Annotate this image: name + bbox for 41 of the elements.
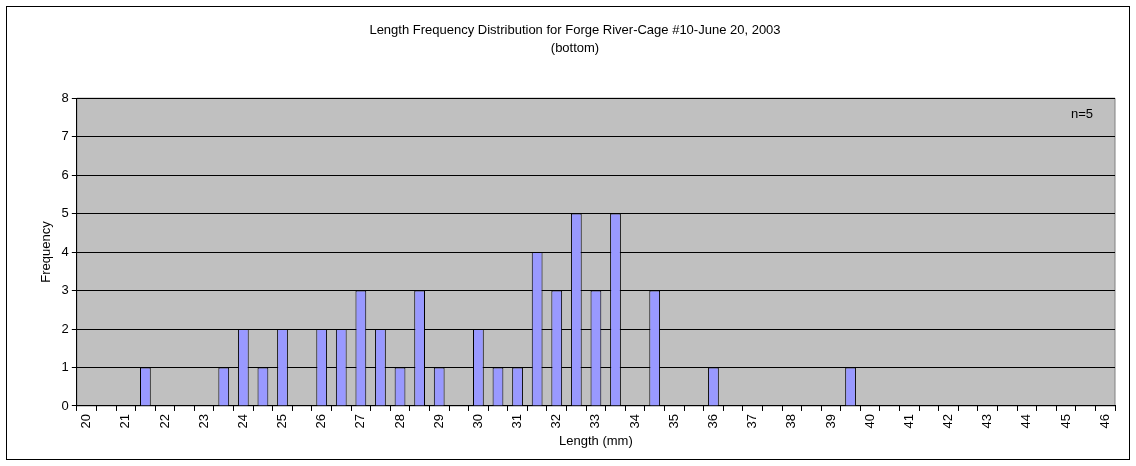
chart-title: Length Frequency Distribution for Forge River-Cage #10-June 20, 2003	[369, 22, 781, 38]
y-axis-title: Frequency	[38, 220, 54, 283]
x-tick-label: 35	[665, 413, 681, 429]
x-tick-label: 46	[1096, 413, 1112, 429]
x-tick-label: 41	[900, 413, 916, 429]
x-tick-label: 24	[234, 413, 250, 429]
y-tick-label: 6	[61, 166, 69, 182]
x-tick-label: 44	[1018, 413, 1034, 429]
y-tick-label: 8	[61, 89, 69, 105]
x-tick-label: 25	[274, 413, 290, 429]
y-tick-label: 5	[61, 205, 69, 221]
x-tick-label: 20	[78, 413, 94, 429]
y-tick-label: 7	[61, 128, 69, 144]
x-tick-label: 31	[509, 413, 525, 429]
x-tick-label: 36	[705, 413, 721, 429]
x-tick-label: 27	[352, 413, 368, 429]
y-tick-label: 4	[61, 243, 69, 259]
x-tick-label: 26	[313, 413, 329, 429]
x-tick-label: 45	[1057, 413, 1073, 429]
y-tick-label: 2	[61, 320, 69, 336]
x-tick-label: 39	[822, 413, 838, 429]
x-tick-label: 28	[391, 413, 407, 429]
x-tick-label: 37	[744, 413, 760, 429]
x-tick-label: 38	[783, 413, 799, 429]
x-tick-label: 30	[469, 413, 485, 429]
x-tick-label: 29	[430, 413, 446, 429]
y-tick-label: 1	[61, 359, 69, 375]
x-tick-label: 43	[979, 413, 995, 429]
annotation: n=5	[1070, 106, 1093, 122]
x-tick-label: 22	[156, 413, 172, 429]
x-tick-label: 21	[117, 413, 133, 429]
x-tick-label: 32	[548, 413, 564, 429]
chart-subtitle: (bottom)	[550, 39, 600, 55]
x-tick-label: 33	[587, 413, 603, 429]
x-tick-label: 34	[626, 413, 642, 429]
y-tick-label: 3	[61, 282, 69, 298]
x-tick-label: 42	[940, 413, 956, 429]
x-tick-label: 23	[195, 413, 211, 429]
x-axis-title: Length (mm)	[559, 432, 633, 448]
y-tick-label: 0	[61, 397, 69, 413]
x-tick-label: 40	[861, 413, 877, 429]
